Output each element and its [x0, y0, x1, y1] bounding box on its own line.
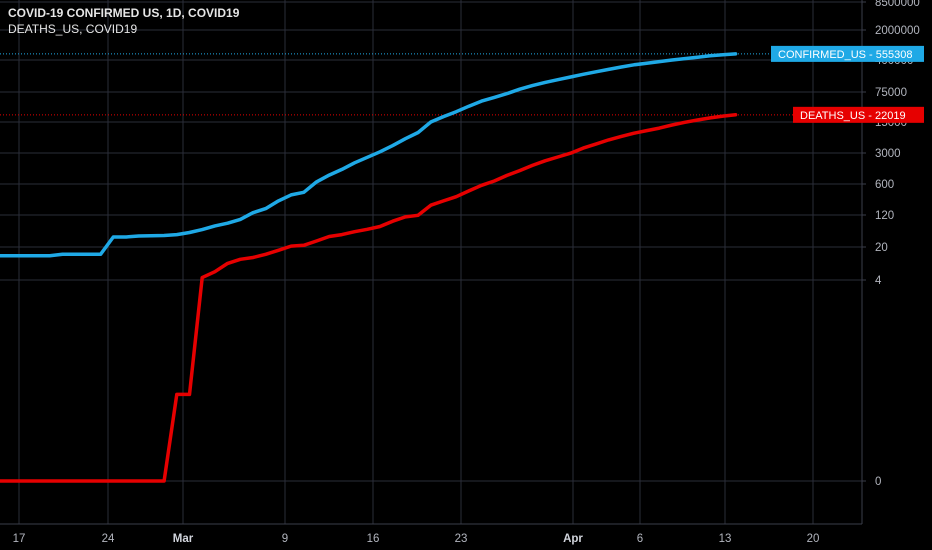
time-axis-panel[interactable]	[0, 524, 932, 550]
y-tick-label: 0	[875, 476, 881, 488]
x-tick-label: 9	[282, 533, 288, 545]
x-tick-label: 6	[637, 533, 643, 545]
last-value-badge-text: CONFIRMED_US - 555308	[778, 49, 913, 61]
series-line-deaths_us[interactable]	[0, 113, 738, 483]
x-tick-label: Apr	[563, 533, 583, 545]
y-tick-label: 75000	[875, 87, 907, 99]
last-value-badge-deaths_us[interactable]	[793, 106, 924, 123]
x-tick-label: 23	[455, 533, 468, 545]
y-tick-label: 120	[875, 210, 894, 222]
y-tick-label: 600	[875, 179, 894, 191]
series-line-confirmed_us[interactable]	[0, 52, 738, 258]
legend-series-2[interactable]: DEATHS_US, COVID19	[8, 22, 138, 36]
x-tick-label: 24	[102, 533, 115, 545]
last-value-badge-confirmed_us[interactable]	[771, 45, 924, 62]
y-tick-label: 2000000	[875, 25, 920, 37]
y-tick-label: 4	[875, 275, 882, 287]
x-tick-label: 20	[807, 533, 820, 545]
x-tick-label: Mar	[173, 533, 194, 545]
x-tick-label: 16	[367, 533, 380, 545]
x-tick-label: 17	[13, 533, 26, 545]
x-tick-label: 13	[719, 533, 732, 545]
legend-title[interactable]: COVID-19 CONFIRMED US, 1D, COVID19	[8, 6, 240, 20]
last-value-badges: CONFIRMED_US - 555308 DEATHS_US - 22019	[771, 45, 924, 123]
series-group	[0, 52, 738, 483]
y-tick-label: 20	[875, 242, 888, 254]
y-tick-label: 3000	[875, 148, 901, 160]
x-axis-ticks: 17 24 Mar 9 16 23 Apr 6 13 20	[13, 533, 820, 545]
chart-legend: COVID-19 CONFIRMED US, 1D, COVID19 DEATH…	[8, 5, 239, 37]
y-tick-label: 8500000	[875, 0, 920, 9]
last-value-badge-text: DEATHS_US - 22019	[800, 110, 906, 122]
price-axis-panel[interactable]	[862, 0, 932, 524]
